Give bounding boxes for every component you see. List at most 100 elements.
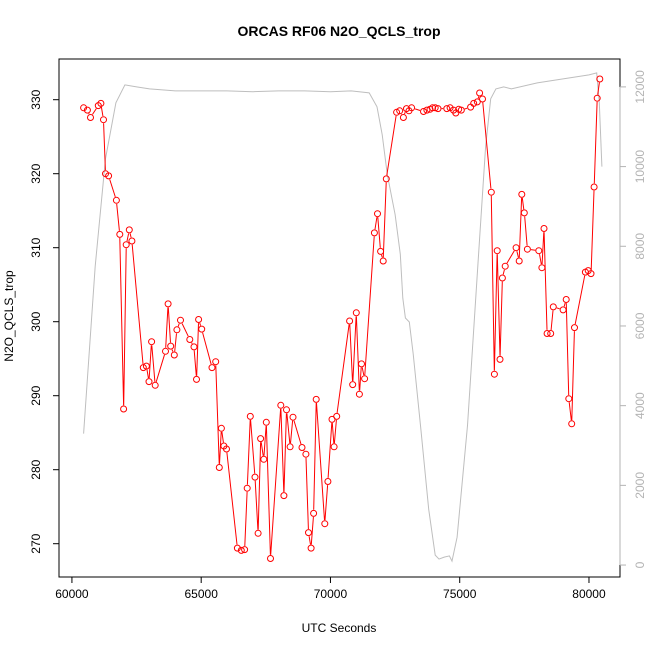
n2o-data-point [493,247,501,255]
n2o-data-point [212,358,220,366]
n2o-data-point [501,262,509,270]
y-tick-label: 290 [29,385,43,405]
n2o-data-point [310,509,318,517]
y-tick-label: 270 [29,533,43,553]
n2o-data-point [283,406,290,414]
y2-tick-label: 8000 [633,233,647,260]
n2o-data-point [355,390,363,398]
y-tick-label: 330 [29,89,43,109]
n2o-data-point [434,105,442,113]
n2o-data-point [80,104,88,112]
n2o-data-point [374,210,381,218]
n2o-data-point [190,343,198,351]
n2o-data-point [122,241,130,249]
y2-tick-label: 6000 [633,312,647,339]
n2o-data-point [590,183,598,191]
n2o-data-point [523,245,531,253]
y-tick-label: 300 [29,311,43,331]
n2o-data-point [186,336,194,343]
n2o-data-point [233,544,241,552]
n2o-data-point [223,445,230,453]
n2o-data-point [241,546,249,554]
n2o-data-point [543,330,551,337]
y-tick-label: 280 [29,459,43,479]
n2o-data-point [568,420,576,428]
y2-tick-label: 10000 [633,150,647,184]
n2o-data-point [100,116,107,124]
y2-tick-label: 12000 [633,70,647,104]
n2o-data-point [237,546,245,554]
n2o-data-point [346,317,354,325]
y2-tick-label: 0 [633,561,647,568]
n2o-data-point [565,395,573,403]
n2o-data-point [420,108,427,115]
n2o-data-point [593,94,601,102]
n2o-data-point [349,381,357,389]
altitude-series-line [83,72,603,563]
n2o-data-point [246,412,254,420]
n2o-data-point [496,355,504,363]
n2o-data-point [512,244,520,252]
n2o-data-point [562,296,570,303]
y2-tick-label: 2000 [633,472,647,499]
n2o-data-point [97,99,105,107]
n2o-data-point [457,106,465,114]
n2o-data-point [112,196,120,204]
plot-layer [80,72,604,563]
n2o-data-point [305,529,312,537]
n2o-data-point [286,443,294,451]
n2o-data-point [251,473,259,481]
n2o-data-point [361,375,369,383]
n2o-data-point [120,405,128,413]
n2o-data-point [429,104,437,112]
n2o-data-point [87,114,94,121]
y-tick-label: 320 [29,163,43,183]
n2o-data-point [352,309,360,317]
x-tick-label: 70000 [314,587,348,601]
x-tick-label: 65000 [185,587,219,601]
n2o-data-point [177,316,184,324]
n2o-data-point [321,520,329,528]
n2o-data-point [379,257,387,265]
n2o-data-point [559,306,567,314]
n2o-data-point [116,230,124,238]
n2o-data-point [193,375,200,383]
n2o-data-point [142,362,150,370]
n2o-data-point [333,412,341,420]
n2o-data-point [298,444,306,451]
n2o-data-point [470,99,478,107]
n2o-data-point [289,413,297,421]
n2o-data-point [198,325,206,333]
n2o-data-point [280,492,288,500]
n2o-data-point [443,105,451,113]
n2o-data-point [148,338,156,346]
n2o-data-point [540,225,548,232]
n2o-data-point [515,257,523,265]
n2o-data-point [164,300,172,308]
n2o-data-point [105,172,113,180]
n2o-data-point [151,381,159,389]
n2o-data-point [538,264,546,272]
n2o-data-point [262,418,270,426]
n2o-data-point [243,484,251,492]
n2o-data-point [254,529,262,537]
n2o-data-point [312,395,320,403]
n2o-data-point [490,370,498,378]
n2o-data-point [518,190,526,198]
n2o-data-point [547,330,555,337]
n2o-data-point [125,226,133,234]
n2o-data-point [128,237,136,245]
n2o-data-point [217,424,225,432]
n2o-data-point [370,229,378,237]
n2o-data-point [549,303,557,311]
y-tick-label: 310 [29,237,43,257]
n2o-data-point [487,188,495,196]
x-axis-label: UTC Seconds [302,621,377,635]
n2o-data-point [208,364,216,372]
n2o-data-point [423,106,431,114]
n2o-data-point [431,104,439,112]
n2o-data-point [399,114,407,121]
n2o-data-point [145,378,153,386]
n2o-data-point [307,544,315,552]
